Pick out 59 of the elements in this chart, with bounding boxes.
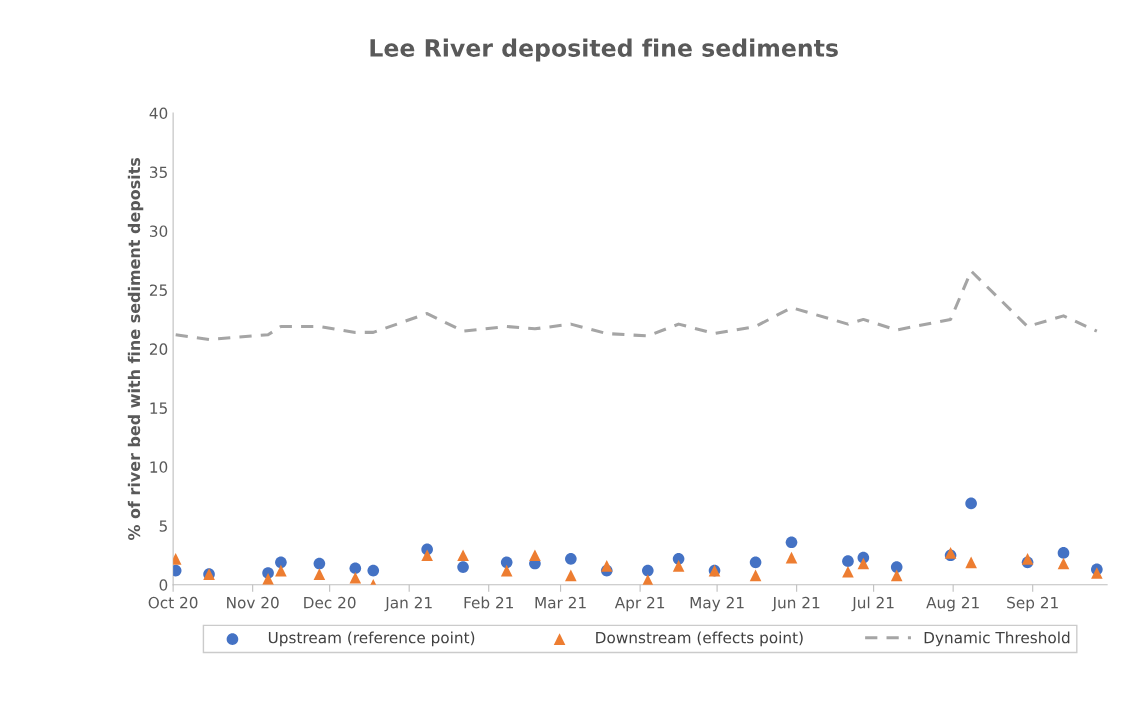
y-axis-title: % of river bed with fine sediment deposits xyxy=(127,157,144,541)
y-tick-label: 40 xyxy=(149,107,168,120)
point xyxy=(500,556,513,569)
x-tick-label: Jul 21 xyxy=(851,596,894,612)
point xyxy=(965,556,977,569)
point xyxy=(457,561,469,573)
point xyxy=(1021,553,1034,565)
x-tick-label: Oct 20 xyxy=(148,596,198,609)
x-tick-label: May 21 xyxy=(690,596,744,612)
y-tick-label: 30 xyxy=(149,225,168,237)
y-tick-label: 20 xyxy=(149,343,168,355)
y-tick-label: 25 xyxy=(149,284,167,296)
x-tick-label: Jun 21 xyxy=(771,596,820,612)
x-tick-label: Jan 21 xyxy=(384,596,432,612)
point xyxy=(349,562,362,575)
point xyxy=(842,555,854,567)
legend-label: Upstream (reference point) xyxy=(268,631,475,647)
point xyxy=(457,549,469,562)
point xyxy=(1057,547,1070,559)
x-tick-label: Apr 21 xyxy=(614,596,665,612)
point xyxy=(529,549,541,562)
point xyxy=(313,568,326,580)
x-tick-label: Mar 21 xyxy=(535,596,586,609)
point xyxy=(421,549,433,562)
x-tick-label: Aug 21 xyxy=(926,596,979,612)
point xyxy=(749,556,762,569)
point xyxy=(565,569,577,582)
point xyxy=(367,564,380,577)
point xyxy=(1091,567,1103,579)
point xyxy=(565,553,577,565)
point xyxy=(857,557,870,570)
point xyxy=(672,560,685,572)
point xyxy=(500,564,513,577)
point xyxy=(642,564,654,577)
legend-label: Downstream (effects point) xyxy=(596,631,803,647)
point xyxy=(785,551,798,564)
chart-title: Lee River deposited fine sediments xyxy=(370,38,838,62)
x-tick-label: Nov 20 xyxy=(227,596,279,609)
y-tick-label: 35 xyxy=(149,166,167,179)
y-tick-label: 5 xyxy=(159,520,167,532)
y-tick-label: 10 xyxy=(150,461,168,473)
x-tick-label: Feb 21 xyxy=(464,596,513,609)
y-tick-label: 15 xyxy=(150,402,167,414)
x-tick-label: Dec 20 xyxy=(304,596,356,609)
point xyxy=(842,565,854,578)
legend-label: Dynamic Threshold xyxy=(924,631,1070,647)
y-tick-label: 0 xyxy=(159,579,168,591)
point xyxy=(349,571,362,584)
point xyxy=(890,569,903,582)
point xyxy=(785,536,798,549)
x-tick-label: Sep 21 xyxy=(1007,596,1058,612)
point xyxy=(1057,557,1070,570)
point xyxy=(275,556,287,569)
point xyxy=(313,557,326,570)
point xyxy=(890,561,903,573)
point xyxy=(600,560,613,572)
point xyxy=(965,497,977,510)
point xyxy=(749,569,762,582)
line-series xyxy=(174,269,1099,341)
